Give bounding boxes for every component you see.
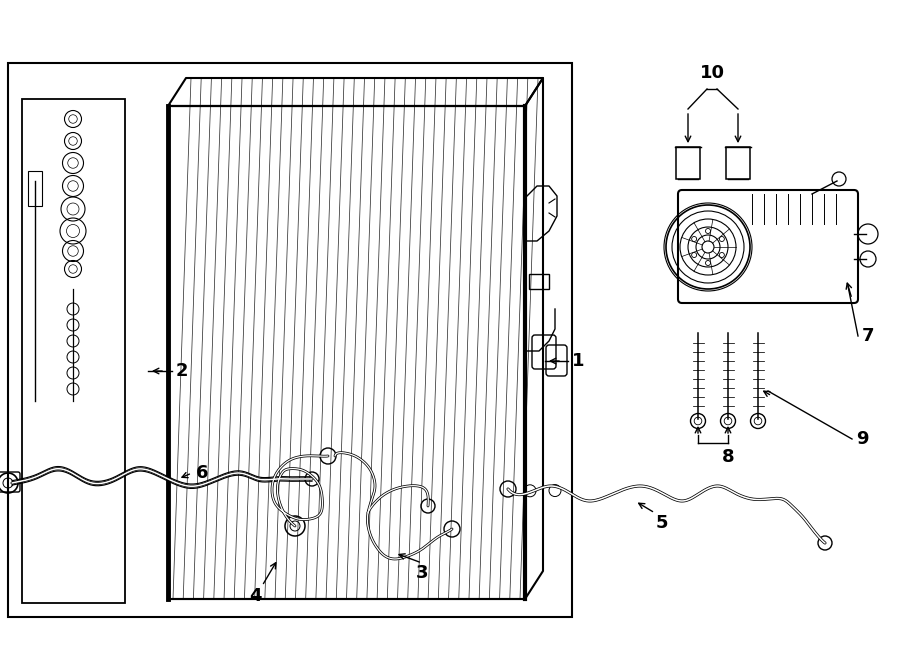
Bar — [22, 99, 125, 603]
Text: 4: 4 — [248, 587, 261, 605]
Bar — [676, 147, 700, 179]
Bar — [162, 106, 172, 599]
Bar — [28, 171, 42, 206]
Text: 7: 7 — [862, 327, 874, 345]
Text: 10: 10 — [699, 64, 725, 82]
Text: 9: 9 — [856, 430, 868, 448]
Text: 8: 8 — [722, 448, 734, 466]
Text: 5: 5 — [656, 514, 668, 532]
Text: 6: 6 — [196, 464, 208, 482]
Bar — [8, 63, 572, 617]
Text: 2: 2 — [176, 362, 188, 380]
Bar — [529, 274, 549, 289]
Text: 1: 1 — [572, 352, 584, 370]
Bar — [726, 147, 750, 179]
Text: 3: 3 — [416, 564, 428, 582]
Bar — [168, 106, 525, 599]
